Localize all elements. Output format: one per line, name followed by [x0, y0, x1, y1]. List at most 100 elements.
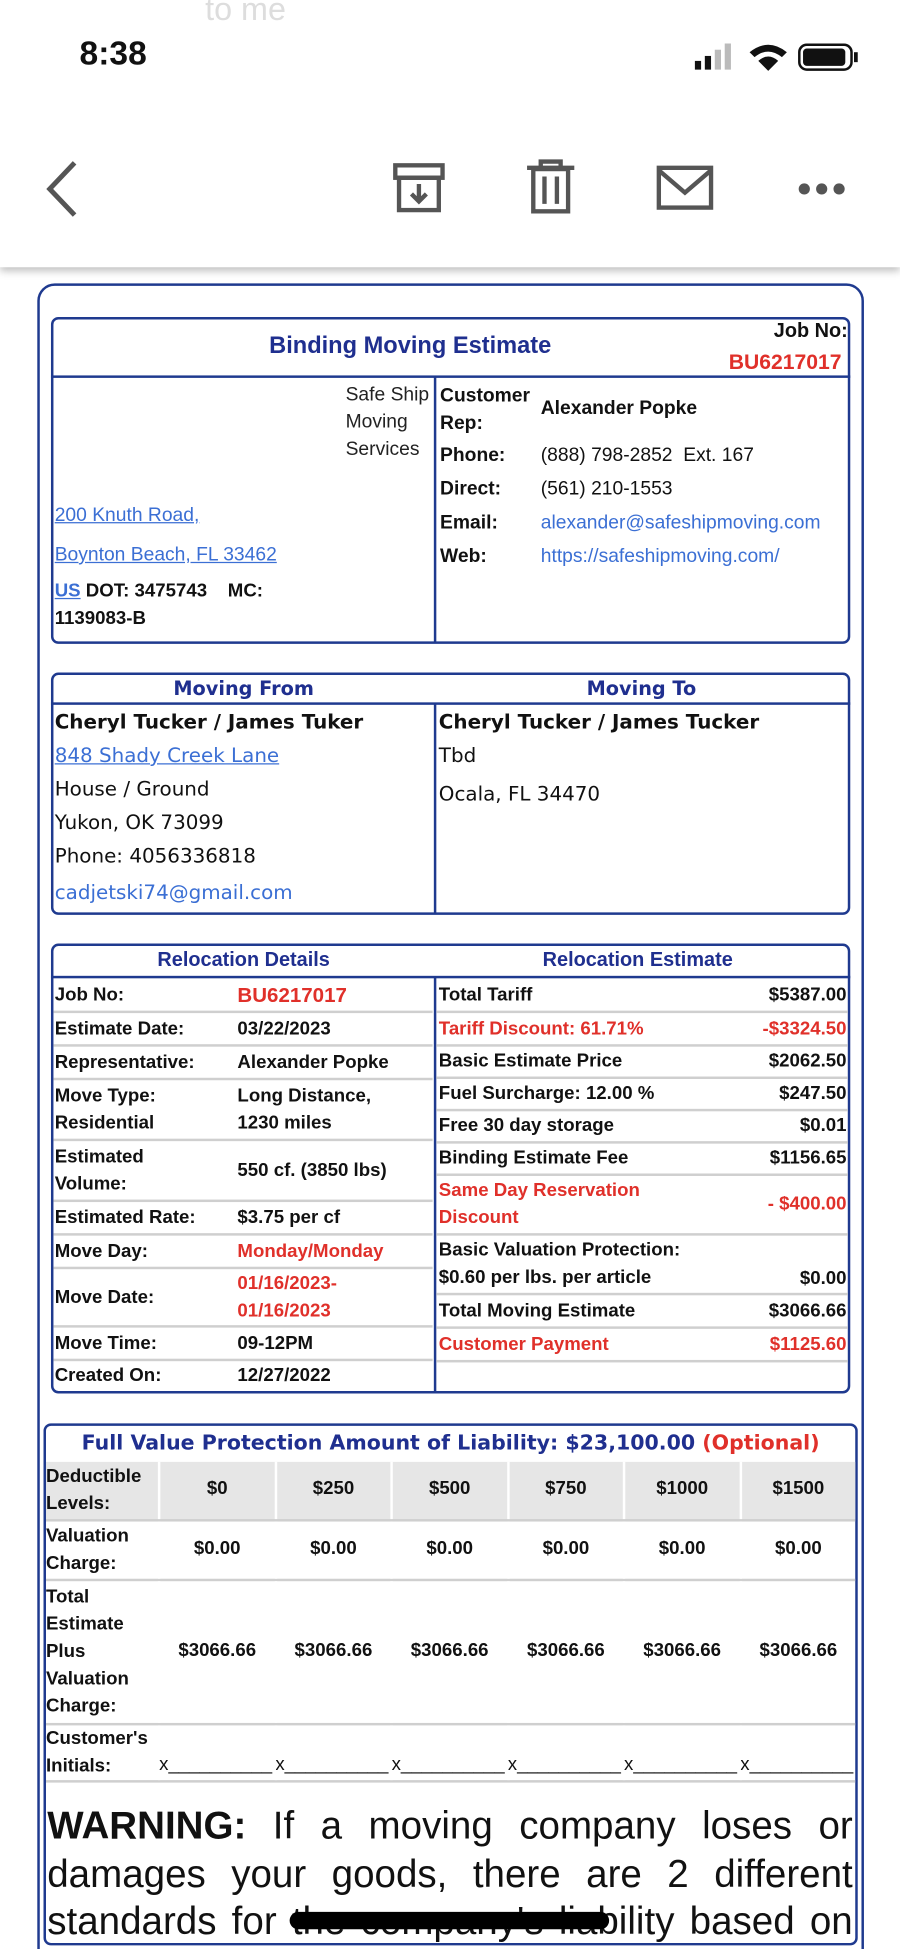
row-line [436, 1292, 848, 1296]
valuation-value: $0.00 [775, 1537, 822, 1559]
valuation-value: x__________ [275, 1754, 389, 1776]
estimate-header-box [50, 316, 851, 644]
column-line [433, 977, 437, 1393]
details-value: Monday/Monday [237, 1239, 384, 1262]
valuation-value: $0.00 [193, 1537, 241, 1559]
estimate-value: $1156.65 [769, 1147, 847, 1169]
valuation-value: x__________ [740, 1754, 854, 1776]
column-line [274, 1581, 277, 1723]
details-label: Estimated Rate: [54, 1206, 196, 1228]
column-line [390, 1521, 393, 1579]
details-label: Job No: [54, 983, 125, 1006]
row-line [436, 1173, 848, 1176]
archive-button[interactable] [393, 163, 445, 213]
row-line [53, 1233, 433, 1236]
back-button[interactable] [46, 161, 77, 217]
address-line: 200 Knuth Road, [54, 504, 200, 526]
estimate-title: Binding Moving Estimate [269, 333, 552, 360]
column-line [506, 1461, 510, 1520]
moving-line: Yukon, OK 73099 [54, 810, 224, 835]
column-line [622, 1725, 626, 1781]
column-line [622, 1521, 626, 1579]
status-icons [694, 43, 858, 71]
estimate-value: $1125.60 [769, 1333, 847, 1355]
valuation-header-bg [45, 1461, 856, 1520]
details-label: Move Date: [54, 1285, 155, 1308]
valuation-box [43, 1423, 858, 1946]
details-value: $3.75 per cf [237, 1206, 341, 1228]
estimate-label: Same Day Reservation Discount [438, 1179, 640, 1229]
contact-value: (888) 798-2852 Ext. 167 [540, 445, 754, 467]
column-line [622, 1461, 626, 1520]
details-value: BU6217017 [237, 983, 347, 1007]
valuation-value: $0.00 [658, 1537, 706, 1559]
estimate-label: Basic Valuation Protection: $0.60 per lb… [438, 1239, 681, 1288]
row-line [436, 1076, 848, 1080]
valuation-value: $3066.66 [643, 1639, 722, 1661]
row-line [53, 1138, 433, 1142]
row-line [45, 1722, 856, 1726]
address-country-line: US DOT: 3475743 MC: 1139083-B [55, 578, 310, 633]
valuation-value: $0.00 [426, 1537, 474, 1559]
row-line [53, 1010, 433, 1014]
details-label: Estimate Date: [54, 1017, 185, 1039]
valuation-value: $3066.66 [527, 1639, 605, 1661]
delete-button[interactable] [527, 159, 575, 214]
row-line [436, 1233, 848, 1236]
details-value: 12/27/2022 [237, 1364, 331, 1386]
details-label: Representative: [54, 1051, 195, 1073]
mail-button[interactable] [656, 165, 714, 210]
row-line [45, 1780, 856, 1783]
deductible-level: $1000 [656, 1477, 709, 1499]
column-line [390, 1581, 393, 1723]
valuation-optional: (Optional) [702, 1430, 820, 1455]
valuation-value: $3066.66 [294, 1639, 373, 1661]
status-time: 8:38 [79, 34, 147, 73]
estimate-value: $2062.50 [768, 1050, 847, 1072]
details-label: Move Day: [54, 1239, 148, 1262]
contact-value: (561) 210-1553 [540, 478, 673, 500]
column-line [390, 1461, 393, 1520]
row-line [53, 1266, 433, 1270]
moving-line: Phone: 4056336818 [54, 844, 256, 868]
column-line [157, 1725, 161, 1781]
column-line [506, 1581, 510, 1723]
estimate-value: $3066.66 [768, 1299, 847, 1321]
valuation-title: Full Value Protection Amount of Liabilit… [44, 1431, 858, 1455]
column-line [433, 376, 437, 643]
job-no: BU6217017 [728, 350, 842, 375]
mc-number: MC: 1139083-B [54, 580, 264, 630]
details-label: Move Type: Residential [54, 1084, 156, 1134]
contact-label: Customer Rep: [440, 385, 531, 434]
column-line [739, 1581, 742, 1723]
valuation-value: x__________ [624, 1754, 738, 1776]
deductible-level: $0 [206, 1477, 228, 1499]
valuation-row-label: Valuation Charge: [45, 1525, 129, 1574]
moving-box [50, 672, 851, 915]
address-line: US [54, 580, 81, 602]
more-button[interactable] [798, 183, 845, 195]
estimate-label: Binding Estimate Fee [438, 1147, 629, 1169]
deductible-level: $1500 [772, 1477, 825, 1499]
row-line [50, 375, 851, 378]
estimate-label: Basic Estimate Price [438, 1050, 623, 1072]
details-heading: Relocation Details [157, 949, 330, 971]
column-line [157, 1521, 161, 1579]
estimate-label: Customer Payment [438, 1333, 609, 1355]
row-line [53, 1044, 433, 1047]
deductible-level: $750 [545, 1477, 587, 1499]
details-label: Move Time: [54, 1331, 157, 1354]
contact-value: https://safeshipmoving.com/ [540, 545, 780, 567]
row-line [436, 1326, 848, 1329]
moving-line: cadjetski74@gmail.com [54, 880, 293, 904]
contact-label: Web: [440, 545, 487, 567]
moving-line: 848 Shady Creek Lane [54, 743, 280, 767]
moving-line: House / Ground [54, 776, 210, 801]
column-line [274, 1725, 277, 1781]
valuation-value: x__________ [507, 1754, 621, 1776]
column-line [506, 1521, 510, 1579]
column-line [274, 1461, 277, 1520]
valuation-row-label: Customer's Initials: [45, 1727, 148, 1777]
